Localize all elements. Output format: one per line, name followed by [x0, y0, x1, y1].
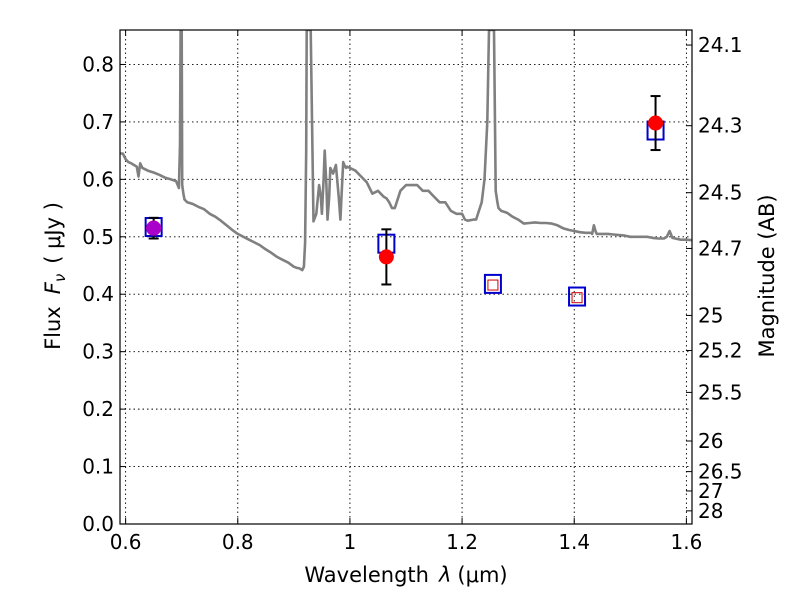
y-axis-label-subscript: ν: [51, 274, 69, 282]
right-tick-label: 24.7: [698, 236, 743, 260]
x-axis-label-text: Wavelength: [304, 563, 429, 587]
x-axis-label-symbol: λ: [438, 563, 451, 587]
y-tick-label: 0.1: [82, 455, 114, 479]
y-axis-label-text: Flux: [41, 306, 65, 350]
right-tick-label: 24.1: [698, 33, 743, 57]
y-tick-label: 0.3: [82, 340, 114, 364]
grid-layer: [120, 30, 692, 525]
right-tick-label: 27: [698, 479, 723, 503]
inner-square-marker: [487, 279, 499, 291]
x-tick-label: 0.6: [110, 530, 142, 554]
x-tick-label: 1: [344, 530, 357, 554]
right-tick-label: 28: [698, 499, 723, 523]
y-tick-label: 0.6: [82, 167, 114, 191]
y-tick-label: 0.8: [82, 52, 114, 76]
overlay-flux-point: [146, 220, 162, 236]
right-axis-label: Magnitude (AB): [755, 194, 779, 357]
right-tick-label: 24.5: [698, 181, 743, 205]
x-tick-label: 1.2: [446, 530, 478, 554]
plot-layer: [120, 30, 692, 307]
right-tick-label: 25: [698, 303, 723, 327]
x-axis-label-unit: (μm): [457, 563, 507, 587]
plot-frame: [119, 29, 693, 525]
right-tick-label: 26.5: [698, 460, 743, 484]
right-tick-label: 25.5: [698, 380, 743, 404]
inner-square-marker: [571, 292, 583, 304]
y-tick-label: 0.4: [82, 282, 114, 306]
right-tick-label: 26: [698, 429, 723, 453]
observed-flux-point: [648, 115, 664, 131]
observed-flux-point: [378, 249, 394, 265]
model-photometry-square: [568, 286, 587, 307]
model-photometry-square: [483, 273, 502, 294]
y-tick-label: 0.2: [82, 397, 114, 421]
y-axis-label-symbol: F: [41, 281, 65, 294]
x-tick-label: 1.4: [558, 530, 590, 554]
right-tick-label: 24.3: [698, 114, 743, 138]
x-tick-label: 1.6: [670, 530, 702, 554]
x-tick-label: 0.8: [222, 530, 254, 554]
y-tick-label: 0.7: [82, 110, 114, 134]
y-tick-label: 0.5: [82, 225, 114, 249]
x-axis-label: Wavelength λ (μm): [304, 563, 507, 587]
tick-layer: 0.6 0.8 1 1.2 1.4 1.6 0.0 0.1 0.2 0.3 0.4 0.5 0.6 0.7…: [82, 30, 743, 554]
right-tick-label: 25.2: [698, 339, 743, 363]
y-axis-label-unit: ( μJy ): [41, 202, 65, 264]
y-tick-label: 0.0: [82, 512, 114, 536]
y-axis-label: Flux Fν ( μJy ): [41, 202, 69, 350]
model-spectrum-line: [120, 30, 692, 272]
